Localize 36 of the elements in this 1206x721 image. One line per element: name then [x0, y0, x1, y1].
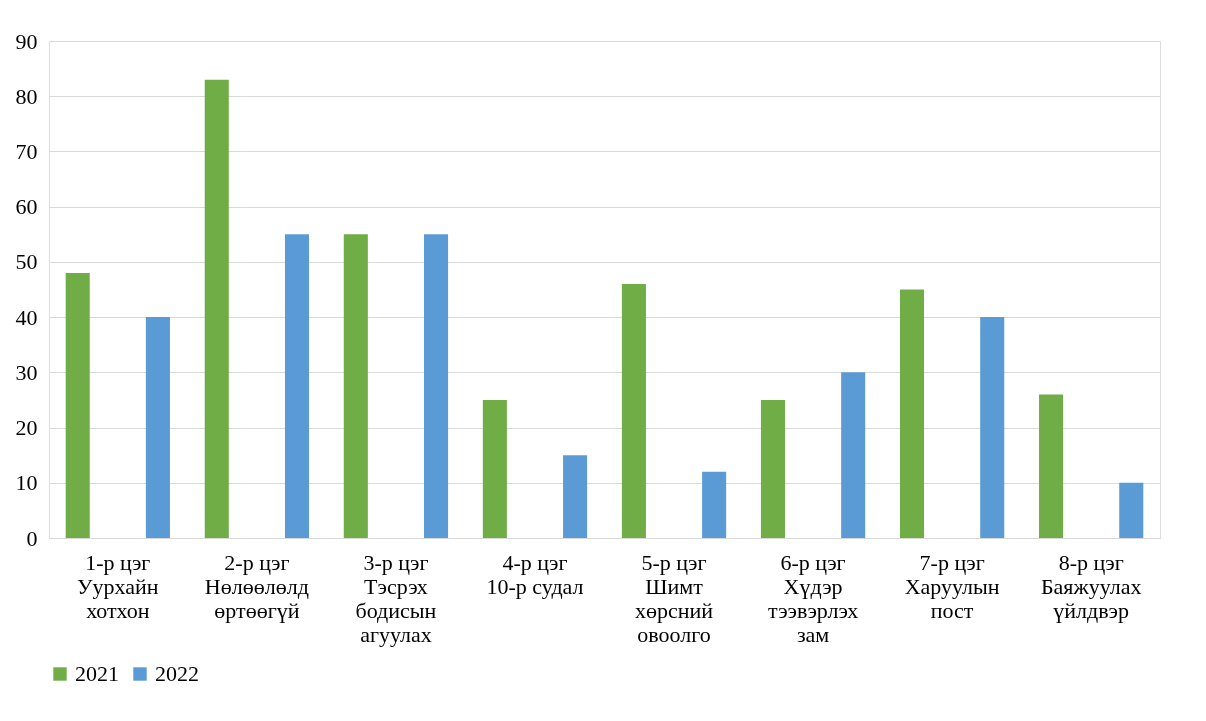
y-tick-label: 30: [15, 359, 38, 385]
y-tick-label: 50: [15, 249, 38, 275]
bar: [563, 455, 588, 538]
y-tick-label: 70: [15, 138, 38, 164]
y-tick-label: 0: [26, 525, 38, 551]
x-tick-label: 4-р цэг 10-р судал: [486, 549, 584, 599]
bar: [343, 234, 368, 538]
x-tick-label: 5-р цэг Шимт хөрсний овоолго: [634, 549, 714, 647]
bar: [899, 289, 925, 538]
bar: [702, 471, 727, 538]
x-tick-label: 6-р цэг Хүдэр тээвэрлэх зам: [768, 549, 859, 647]
bar: [621, 283, 646, 538]
bar: [284, 234, 310, 538]
bar: [482, 399, 507, 538]
x-tick-label: 2-р цэг Нөлөөлөлд өртөөгүй: [204, 549, 309, 623]
bar: [1039, 394, 1064, 538]
bar: [204, 79, 229, 538]
bar: [760, 399, 785, 538]
bar: [65, 272, 90, 538]
y-tick-label: 90: [15, 28, 38, 54]
y-tick-label: 10: [15, 470, 38, 496]
bar: [1119, 482, 1144, 538]
bar: [145, 317, 170, 538]
x-tick-label: 7-р цэг Харуулын пост: [904, 549, 1000, 623]
y-tick-label: 60: [15, 194, 38, 220]
x-tick-label: 8-р цэг Баяжуулах үйлдвэр: [1040, 549, 1142, 623]
x-tick-label: 3-р цэг Тэсрэх бодисын агуулах: [355, 549, 437, 647]
y-tick-label: 20: [15, 415, 38, 441]
bar: [424, 234, 449, 538]
legend-label: 2021: [75, 661, 119, 686]
x-tick-label: 1-р цэг Уурхайн хотхон: [77, 549, 159, 623]
y-tick-label: 40: [15, 304, 38, 330]
bar: [841, 372, 866, 538]
y-tick-label: 80: [15, 83, 38, 109]
legend-label: 2022: [155, 661, 199, 686]
bar: [980, 317, 1005, 538]
